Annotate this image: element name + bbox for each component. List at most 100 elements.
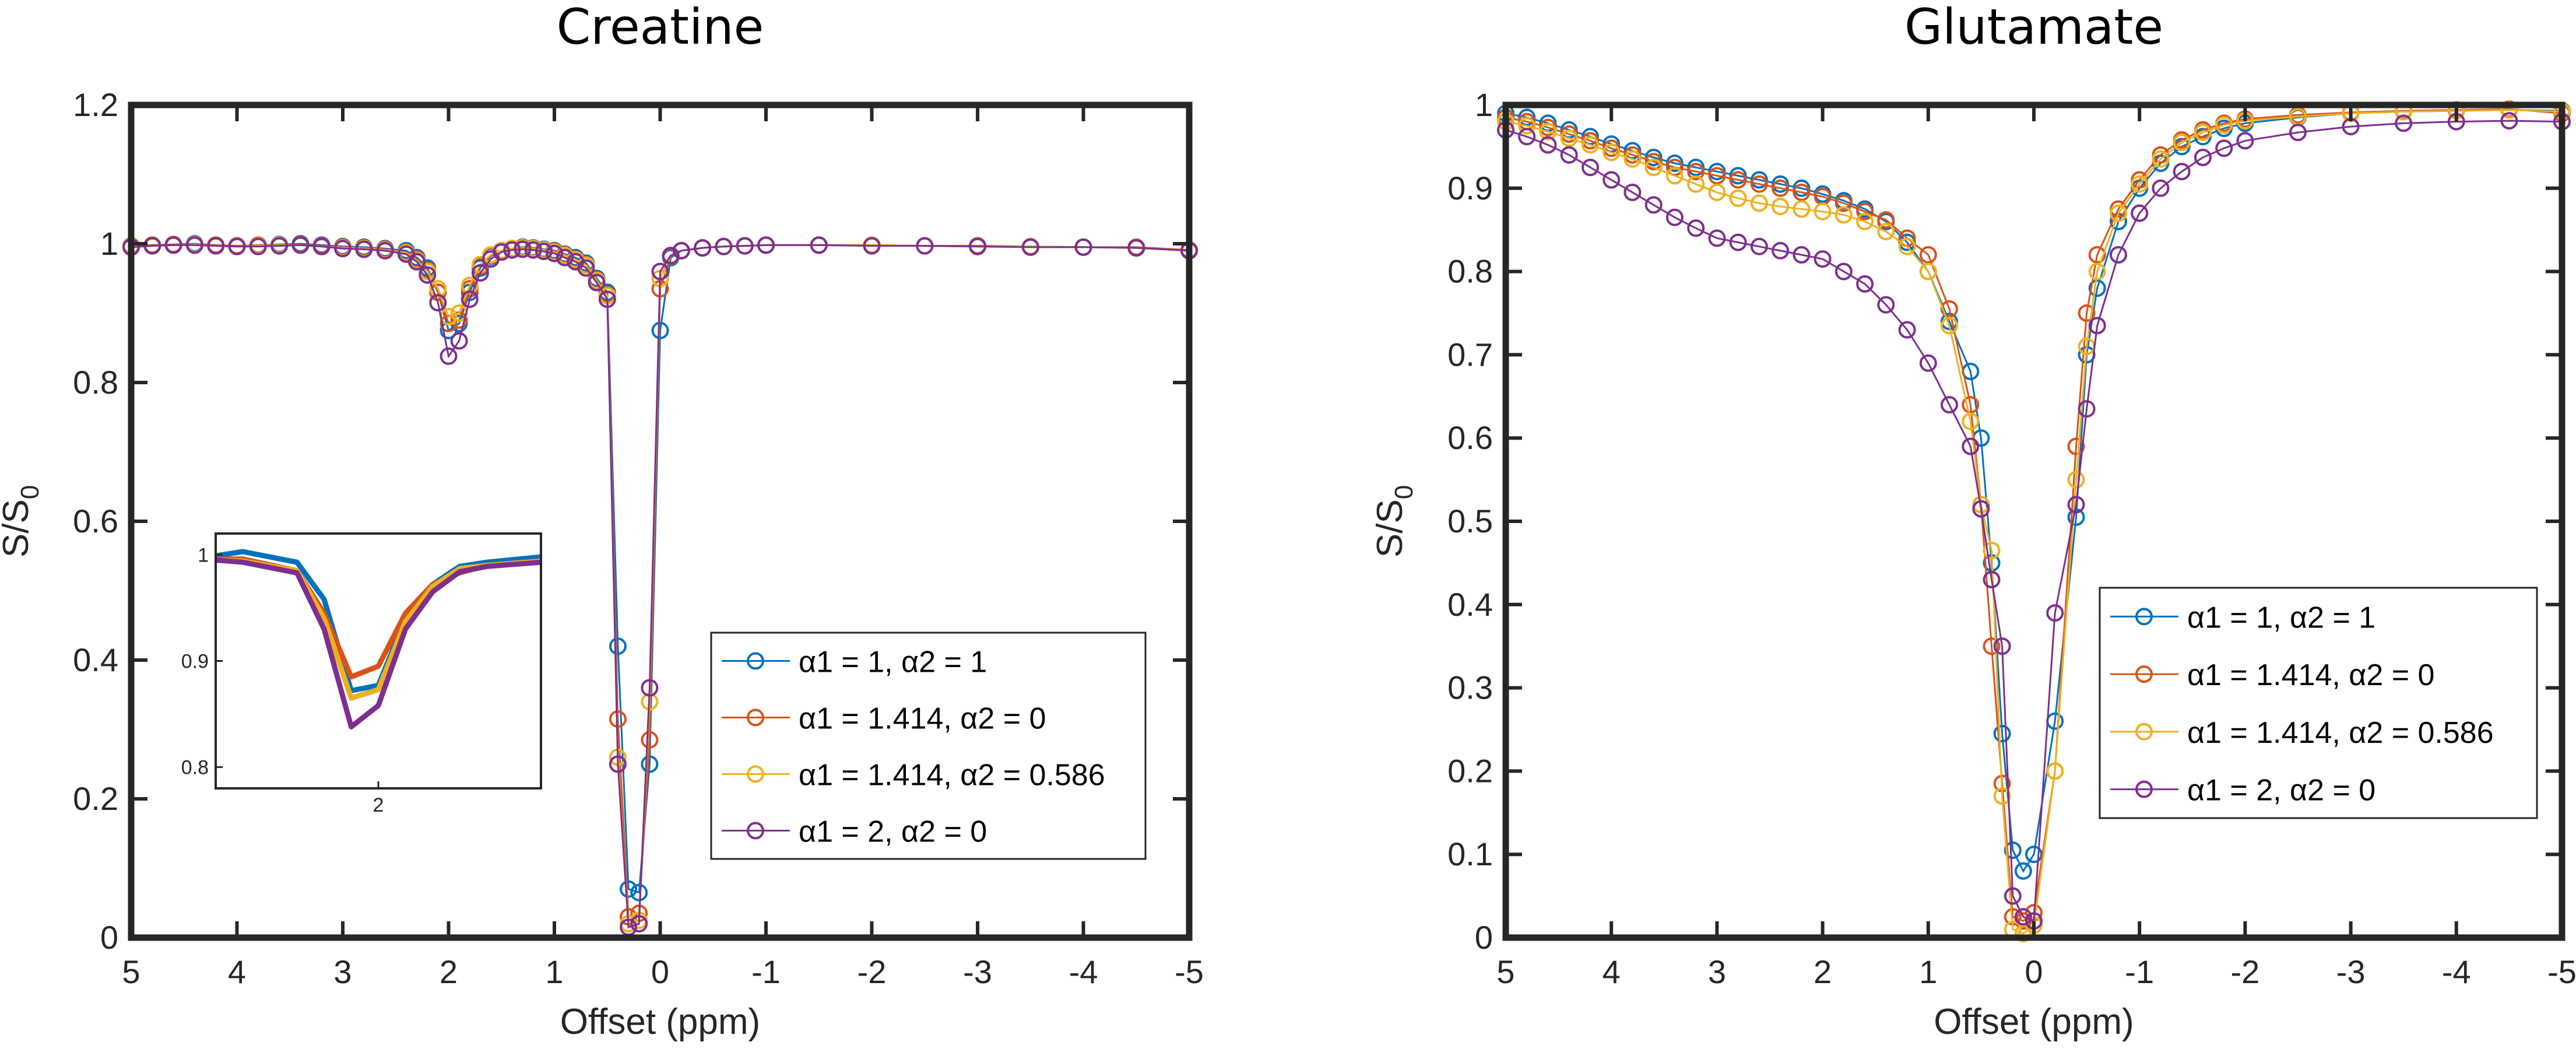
y-tick-label: 0.2 — [1447, 752, 1493, 789]
data-point — [1750, 237, 1768, 255]
legend-marker — [2135, 780, 2153, 798]
data-point — [2004, 841, 2022, 859]
data-point — [1602, 171, 1621, 189]
y-axis-label-sub: 0 — [16, 485, 44, 499]
data-point — [2067, 437, 2085, 455]
data-point — [1602, 143, 1621, 162]
glutamate-panel: Glutamate 5 4 3 2 1 0 -1 -2 -3 -4 -5 0 0.1 0.2 0.3 0.4 0.… — [1370, 0, 2576, 1042]
data-point — [1644, 196, 1663, 214]
data-point — [1919, 262, 1937, 280]
data-point — [1962, 412, 1980, 430]
y-axis-label-sub: 0 — [1390, 485, 1418, 499]
data-point — [2194, 124, 2212, 142]
series-3 — [1497, 112, 2571, 930]
series-line — [131, 244, 1190, 929]
data-point — [249, 237, 267, 255]
data-point — [429, 294, 447, 312]
y-axis-label: S/S0 — [0, 485, 44, 557]
data-point — [2025, 845, 2043, 864]
data-point — [1856, 202, 1874, 220]
data-point — [2088, 279, 2106, 297]
data-point — [546, 244, 563, 262]
data-point — [493, 243, 511, 261]
x-tick-label: 4 — [228, 953, 246, 990]
data-point — [1793, 246, 1811, 264]
data-point — [1993, 637, 2011, 655]
data-point — [2088, 262, 2106, 280]
legend-entry: α1 = 1.414, α2 = 0 — [2187, 658, 2434, 692]
y-tick-label: 0.4 — [73, 641, 118, 678]
inset-y-tick-label: 0.9 — [181, 651, 209, 673]
legend-entry: α1 = 1.414, α2 = 0.586 — [799, 759, 1105, 792]
data-point — [662, 247, 680, 265]
data-point — [1021, 238, 1039, 256]
data-point — [1941, 317, 1958, 335]
x-tick-label: -5 — [1175, 953, 1204, 990]
data-point — [524, 241, 542, 259]
data-point — [1877, 296, 1895, 314]
y-tick-label: 0.4 — [1447, 586, 1493, 623]
legend: α1 = 1, α2 = 1 α1 = 1.414, α2 = 0 α1 = 1.4… — [2099, 587, 2538, 819]
data-point — [1687, 219, 1705, 237]
data-point — [672, 241, 690, 259]
data-point — [1983, 542, 2001, 559]
x-tick-label: 1 — [1919, 953, 1937, 990]
data-point — [2152, 150, 2170, 168]
series-line — [1505, 108, 2563, 922]
data-point — [1919, 354, 1937, 372]
data-point — [2110, 246, 2127, 264]
data-point — [1518, 117, 1536, 135]
data-point — [2014, 908, 2032, 926]
data-point — [609, 637, 627, 655]
y-tick-label: 0.3 — [1447, 669, 1493, 706]
legend-entry: α1 = 1, α2 = 1 — [799, 645, 987, 679]
data-point — [2500, 112, 2518, 130]
data-point — [1539, 136, 1557, 154]
x-tick-label: 5 — [122, 953, 140, 990]
data-point — [1623, 150, 1642, 168]
data-point — [2289, 124, 2307, 142]
creatine-panel: Creatine 5 4 3 2 1 0 -1 -2 -3 -4 -5 0 0.2 0.4 0.6 0.8 1 1.… — [0, 0, 1204, 1042]
data-point — [461, 276, 479, 294]
data-point — [1665, 167, 1684, 185]
data-point — [2078, 400, 2096, 418]
data-point — [408, 252, 426, 271]
x-tick-label: -2 — [858, 953, 887, 990]
data-point — [164, 236, 182, 254]
data-point — [969, 237, 986, 255]
data-point — [2014, 924, 2032, 942]
x-tick-label: 3 — [1708, 953, 1726, 990]
data-point — [185, 236, 203, 254]
x-tick-label: -3 — [2336, 953, 2366, 990]
y-tick-label: 1 — [1475, 86, 1493, 123]
x-tick-label: 0 — [2025, 953, 2043, 990]
data-point — [1708, 229, 1726, 247]
x-axis-label: Offset (ppm) — [1934, 1002, 2134, 1042]
data-point — [588, 273, 606, 292]
legend-marker — [747, 652, 764, 670]
legend-entry: α1 = 1, α2 = 1 — [2187, 601, 2375, 634]
inset-x-tick-label: 2 — [373, 794, 384, 816]
data-point — [207, 237, 225, 255]
data-point — [1560, 146, 1578, 164]
legend-entry: α1 = 1.414, α2 = 0.586 — [2187, 716, 2494, 750]
x-tick-label: -4 — [1069, 953, 1098, 990]
y-tick-label: 1 — [100, 225, 118, 262]
data-point — [1687, 175, 1705, 193]
series-line — [1505, 120, 2563, 922]
data-point — [641, 755, 659, 773]
data-point — [1814, 250, 1832, 268]
data-point — [715, 237, 733, 255]
data-point — [2088, 246, 2106, 264]
y-axis-label-main: S/S — [1370, 499, 1410, 557]
x-tick-label: 2 — [1814, 953, 1832, 990]
data-point — [143, 237, 161, 255]
legend-marker — [2135, 722, 2153, 741]
data-point — [1835, 206, 1853, 224]
data-point — [2110, 204, 2127, 222]
data-point — [1729, 171, 1747, 189]
data-point — [471, 264, 489, 282]
y-tick-label: 0.7 — [1447, 336, 1493, 373]
x-tick-label: -5 — [2547, 953, 2576, 990]
y-tick-label: 0.6 — [1447, 419, 1493, 456]
